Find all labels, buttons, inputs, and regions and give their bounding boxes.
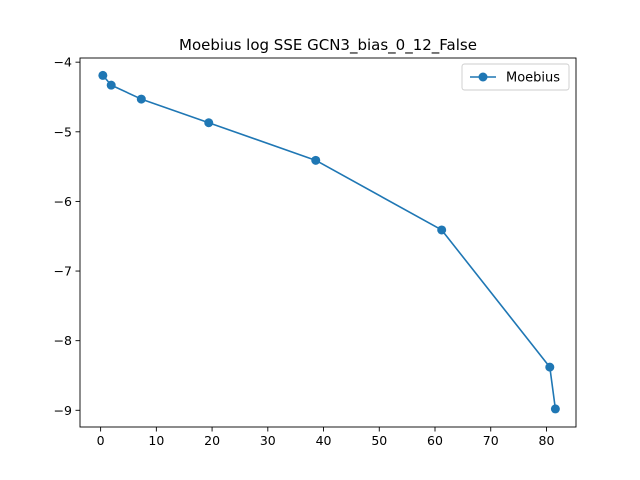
x-tick-label: 50	[371, 433, 387, 448]
data-point	[545, 362, 555, 372]
x-tick-label: 70	[483, 433, 499, 448]
x-tick-label: 40	[316, 433, 332, 448]
plot-area: 0 10 20 30 40 50 60 70 80 −9 −8 −7 −6 −5 −4	[54, 55, 577, 448]
data-point	[204, 118, 214, 128]
x-tick-label: 60	[427, 433, 443, 448]
x-tick-label: 0	[97, 433, 105, 448]
data-point	[136, 94, 146, 104]
x-tick-label: 20	[204, 433, 220, 448]
y-tick-label: −9	[54, 403, 72, 418]
y-tick-label: −6	[54, 194, 72, 209]
data-point	[550, 404, 560, 414]
legend: Moebius	[461, 63, 570, 91]
y-tick-label: −5	[54, 124, 72, 139]
y-tick-label: −8	[54, 333, 72, 348]
x-tick-label: 80	[539, 433, 555, 448]
data-point	[437, 225, 447, 235]
axes-frame	[79, 57, 577, 428]
legend-marker	[478, 72, 488, 82]
chart-title: Moebius log SSE GCN3_bias_0_12_False	[179, 36, 477, 55]
legend-box	[461, 63, 570, 91]
x-tick-label: 10	[148, 433, 164, 448]
data-point	[311, 155, 321, 165]
series-line	[102, 74, 557, 410]
y-tick-label: −7	[54, 264, 72, 279]
y-tick-label: −4	[54, 55, 72, 70]
data-point	[106, 80, 116, 90]
legend-label: Moebius	[506, 71, 560, 86]
data-point	[98, 70, 108, 80]
x-tick-label: 30	[260, 433, 276, 448]
